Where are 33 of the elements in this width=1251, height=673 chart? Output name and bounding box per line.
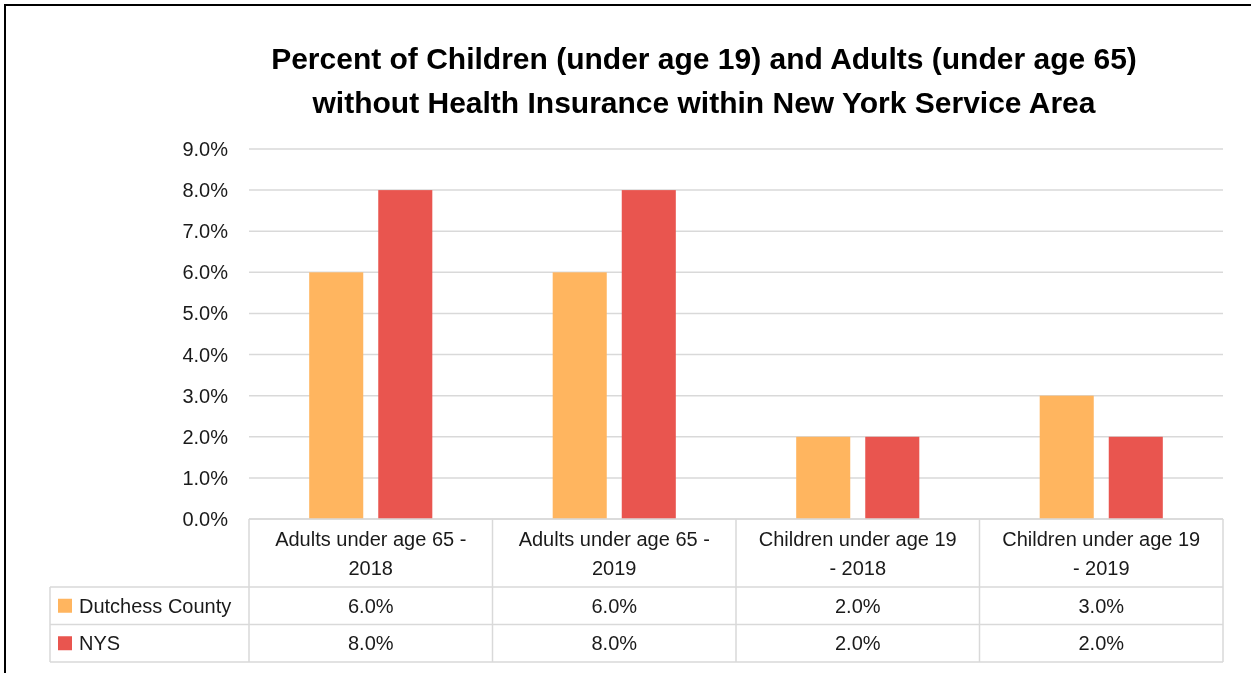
x-tick-label: Adults under age 65 - 2019 bbox=[518, 527, 710, 579]
x-tick-label: Children under age 19 - 2019 bbox=[1002, 527, 1201, 579]
chart-title: Percent of Children (under age 19) and Adults (under age 65) without Health Insurance within New York Service Area bbox=[271, 42, 1137, 119]
y-tick-label: 8.0% bbox=[182, 179, 229, 202]
data-label: 6.0% bbox=[591, 594, 638, 617]
x-tick-label: Adults under age 65 - 2018 bbox=[275, 527, 467, 579]
y-tick-label: 0.0% bbox=[182, 508, 229, 530]
y-tick-label: 9.0% bbox=[182, 138, 229, 160]
data-label: 2.0% bbox=[834, 594, 881, 617]
data-label: 8.0% bbox=[347, 632, 394, 655]
bar bbox=[621, 190, 676, 519]
data-label: 2.0% bbox=[1078, 632, 1125, 655]
bar bbox=[865, 436, 920, 519]
x-tick-label: Children under age 19 - 2018 bbox=[758, 527, 957, 579]
bar bbox=[552, 272, 607, 519]
bar bbox=[796, 436, 851, 519]
y-tick-label: 1.0% bbox=[182, 466, 229, 489]
data-label: 8.0% bbox=[591, 632, 638, 655]
bar bbox=[1039, 395, 1094, 519]
y-tick-label: 6.0% bbox=[182, 261, 229, 284]
bar bbox=[378, 190, 433, 519]
bar bbox=[309, 272, 364, 519]
bar bbox=[1108, 436, 1163, 519]
y-tick-label: 2.0% bbox=[182, 425, 229, 448]
legend-label: Dutchess County bbox=[79, 594, 232, 617]
y-tick-label: 5.0% bbox=[182, 302, 229, 325]
legend-label: NYS bbox=[79, 632, 121, 655]
data-label: 3.0% bbox=[1078, 594, 1125, 617]
data-label: 2.0% bbox=[834, 632, 881, 655]
y-tick-label: 7.0% bbox=[182, 220, 229, 243]
y-tick-label: 4.0% bbox=[182, 343, 229, 366]
y-tick-label: 3.0% bbox=[182, 384, 229, 407]
data-label: 6.0% bbox=[347, 594, 394, 617]
